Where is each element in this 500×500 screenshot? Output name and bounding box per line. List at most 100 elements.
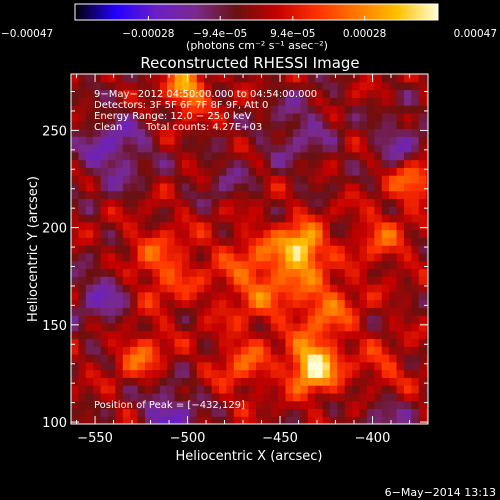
heatmap-cell: [381, 128, 390, 137]
heatmap-cell: [85, 214, 94, 223]
heatmap-cell: [337, 361, 346, 371]
heatmap-cell: [100, 105, 109, 114]
heatmap-cell: [130, 144, 139, 153]
heatmap-cell: [381, 81, 390, 91]
heatmap-cell: [218, 252, 227, 262]
heatmap-cell: [300, 112, 309, 122]
heatmap-cell: [300, 322, 309, 332]
heatmap-cell: [374, 392, 383, 402]
heatmap-cell: [211, 307, 220, 316]
heatmap-cell: [85, 291, 94, 301]
heatmap-cell: [100, 291, 109, 301]
heatmap-cell: [344, 268, 353, 277]
heatmap-cell: [248, 245, 257, 254]
heatmap-cell: [93, 229, 102, 238]
heatmap-cell: [337, 105, 346, 114]
heatmap-cell: [411, 214, 420, 223]
heatmap-cell: [211, 105, 220, 114]
heatmap-cell: [130, 159, 139, 168]
heatmap-cell: [396, 237, 405, 246]
heatmap-cell: [389, 299, 398, 308]
heatmap-cell: [278, 159, 287, 168]
heatmap-cell: [233, 361, 242, 371]
heatmap-cell: [426, 268, 428, 277]
heatmap-cell: [107, 151, 116, 161]
heatmap-cell: [137, 97, 146, 106]
heatmap-cell: [115, 291, 124, 301]
heatmap-cell: [115, 385, 124, 394]
heatmap-cell: [426, 284, 428, 293]
heatmap-cell: [85, 151, 94, 161]
heatmap-cell: [233, 128, 242, 137]
heatmap-cell: [122, 276, 131, 285]
heatmap-cell: [181, 237, 190, 246]
heatmap-cell: [285, 416, 294, 424]
heatmap-cell: [204, 346, 213, 355]
heatmap-cell: [359, 315, 368, 324]
heatmap-cell: [130, 190, 139, 200]
heatmap-cell: [218, 198, 227, 207]
heatmap-cell: [329, 315, 338, 324]
heatmap-cell: [196, 167, 205, 176]
heatmap-cell: [418, 416, 427, 424]
heatmap-cell: [255, 112, 264, 122]
heatmap-cell: [396, 136, 405, 145]
heatmap-cell: [403, 198, 412, 207]
heatmap-cell: [248, 206, 257, 215]
heatmap-cell: [248, 237, 257, 246]
x-tick-label: −500: [170, 431, 206, 446]
heatmap-cell: [181, 361, 190, 371]
heatmap-cell: [211, 159, 220, 168]
heatmap-cell: [285, 144, 294, 153]
heatmap-cell: [100, 346, 109, 355]
heatmap-cell: [100, 369, 109, 378]
heatmap-cell: [344, 182, 353, 192]
heatmap-cell: [307, 190, 316, 200]
y-tick-label: 250: [42, 124, 67, 139]
heatmap-cell: [144, 346, 153, 355]
heatmap-cell: [181, 128, 190, 137]
heatmap-cell: [241, 97, 250, 106]
heatmap-cell: [403, 144, 412, 153]
heatmap-cell: [241, 112, 250, 122]
heatmap-cell: [152, 136, 161, 145]
heatmap-cell: [285, 338, 294, 347]
heatmap-cell: [218, 245, 227, 254]
heatmap-cell: [255, 354, 264, 363]
heatmap-cell: [204, 369, 213, 378]
heatmap-cell: [366, 346, 375, 355]
heatmap-cell: [426, 167, 428, 176]
heatmap-cell: [248, 159, 257, 168]
heatmap-cell: [426, 237, 428, 246]
heatmap-cell: [152, 120, 161, 130]
heatmap-cell: [174, 369, 183, 378]
heatmap-cell: [374, 416, 383, 424]
heatmap-cell: [211, 229, 220, 238]
heatmap-cell: [292, 198, 301, 207]
heatmap-cell: [71, 182, 79, 192]
heatmap-cell: [270, 237, 279, 246]
heatmap-cell: [85, 369, 94, 378]
heatmap-cell: [285, 291, 294, 301]
heatmap-cell: [315, 392, 324, 402]
heatmap-cell: [167, 120, 176, 130]
heatmap-cell: [226, 392, 235, 402]
heatmap-cell: [263, 385, 272, 394]
heatmap-cell: [85, 392, 94, 402]
heatmap-cell: [85, 268, 94, 277]
heatmap-cell: [307, 276, 316, 285]
heatmap-cell: [93, 128, 102, 137]
heatmap-cell: [85, 97, 94, 106]
heatmap-cell: [115, 105, 124, 114]
heatmap-cell: [159, 354, 168, 363]
heatmap-cell: [278, 206, 287, 215]
heatmap-cell: [381, 377, 390, 386]
heatmap-cell: [263, 190, 272, 200]
heatmap-cell: [218, 408, 227, 417]
heatmap-cell: [181, 299, 190, 308]
heatmap-cell: [396, 229, 405, 238]
heatmap-cell: [174, 361, 183, 371]
heatmap-cell: [196, 229, 205, 238]
heatmap-cell: [374, 81, 383, 91]
heatmap-cell: [152, 105, 161, 114]
